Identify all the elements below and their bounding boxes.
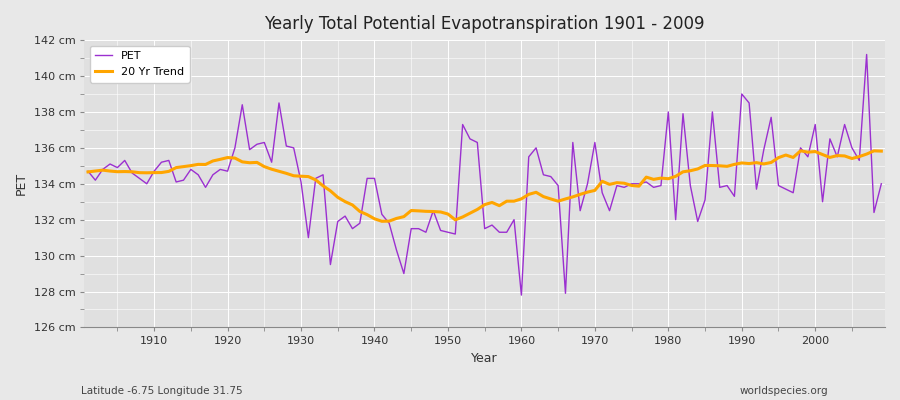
20 Yr Trend [516,196,526,201]
20 Yr Trend [376,219,387,224]
PET [83,169,94,174]
Legend: PET, 20 Yr Trend: PET, 20 Yr Trend [90,46,190,82]
PET [861,52,872,57]
Line: 20 Yr Trend: 20 Yr Trend [88,151,881,221]
Text: worldspecies.org: worldspecies.org [740,386,828,396]
PET [347,226,358,231]
PET [876,181,886,186]
20 Yr Trend [795,148,806,153]
PET [303,235,314,240]
Text: Latitude -6.75 Longitude 31.75: Latitude -6.75 Longitude 31.75 [81,386,243,396]
20 Yr Trend [876,149,886,154]
PET [516,293,526,298]
20 Yr Trend [83,170,94,174]
PET [141,181,152,186]
20 Yr Trend [303,174,314,179]
20 Yr Trend [141,170,152,175]
Title: Yearly Total Potential Evapotranspiration 1901 - 2009: Yearly Total Potential Evapotranspiratio… [265,15,705,33]
PET [508,217,519,222]
X-axis label: Year: Year [472,352,498,365]
Line: PET: PET [88,54,881,295]
20 Yr Trend [347,202,358,207]
20 Yr Trend [523,192,534,197]
Y-axis label: PET: PET [15,172,28,195]
PET [523,154,534,159]
20 Yr Trend [611,180,622,185]
PET [611,183,622,188]
